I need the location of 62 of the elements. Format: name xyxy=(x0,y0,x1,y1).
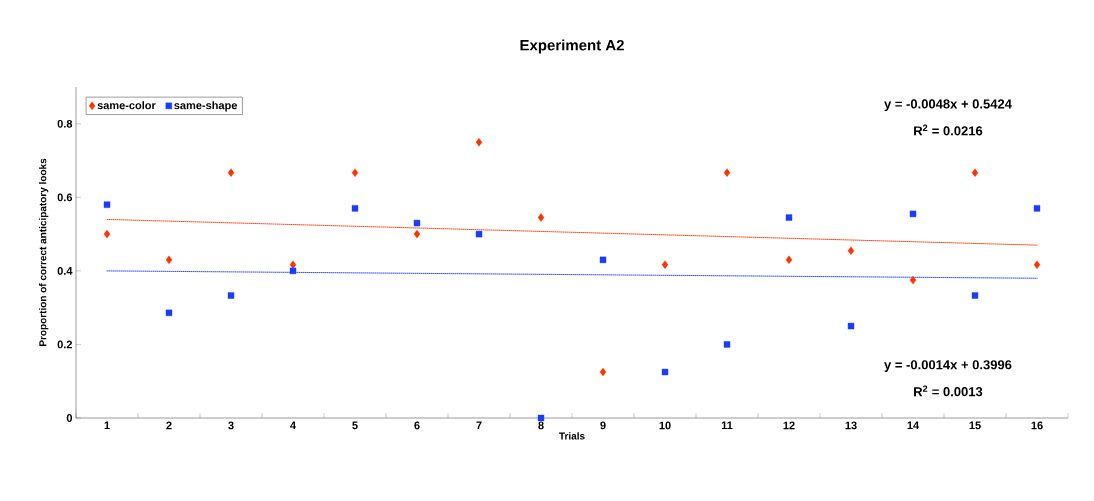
legend-label: same-color xyxy=(97,101,156,110)
annotation: R$^{2}$ = 0.0013 xyxy=(914,385,983,397)
point xyxy=(537,213,545,222)
point xyxy=(227,292,235,299)
point xyxy=(103,229,111,239)
point xyxy=(847,322,855,330)
x-tick-label: 15 xyxy=(969,421,981,430)
point xyxy=(909,210,917,218)
point xyxy=(475,137,483,147)
x-tick-label: 10 xyxy=(659,421,671,430)
y-tick-label: 0.8 xyxy=(57,119,73,128)
point xyxy=(103,201,111,208)
point xyxy=(475,230,483,238)
point xyxy=(413,229,421,239)
point xyxy=(785,214,793,221)
point xyxy=(599,367,607,377)
point xyxy=(599,256,607,264)
point xyxy=(165,309,173,317)
x-tick-label: 1 xyxy=(104,421,110,430)
point xyxy=(165,255,173,265)
y-tick-label: 0 xyxy=(66,414,73,422)
x-tick-label: 16 xyxy=(1031,421,1043,430)
x-tick-label: 5 xyxy=(352,421,358,430)
chart-title: Experiment A2 xyxy=(520,39,624,54)
annotation: y = -0.0014x + 0.3996 xyxy=(884,360,1012,372)
point xyxy=(351,168,359,177)
x-tick-label: 11 xyxy=(721,421,733,430)
y-tick-label: 0.2 xyxy=(57,340,73,349)
point xyxy=(971,292,979,299)
point xyxy=(785,255,793,265)
point xyxy=(971,168,979,177)
point xyxy=(289,267,297,275)
y-tick-label: 0.4 xyxy=(57,267,73,275)
point xyxy=(1033,260,1041,269)
point xyxy=(413,219,421,227)
legend-label: same-shape xyxy=(174,101,238,112)
x-tick-label: 3 xyxy=(228,421,234,430)
point xyxy=(351,205,359,212)
x-tick-label: 6 xyxy=(414,421,420,430)
x-tick-label: 13 xyxy=(845,421,857,430)
x-tick-label: 2 xyxy=(166,421,172,430)
y-tick-label: 0.6 xyxy=(57,193,73,202)
x-tick-label: 7 xyxy=(476,421,482,430)
annotation: R$^{2}$ = 0.0216 xyxy=(914,124,983,136)
y-axis-title: Proportion of correct anticipatory looks xyxy=(38,158,49,347)
point xyxy=(537,414,545,422)
point xyxy=(289,260,297,269)
annotation: y = -0.0048x + 0.5424 xyxy=(884,99,1012,112)
point xyxy=(847,246,855,255)
point xyxy=(723,341,731,348)
x-tick-label: 4 xyxy=(290,421,296,430)
point xyxy=(909,275,917,285)
x-tick-label: 12 xyxy=(783,421,795,430)
point xyxy=(1033,205,1041,212)
point xyxy=(723,168,731,177)
point xyxy=(661,260,669,269)
x-tick-label: 9 xyxy=(600,421,606,430)
point xyxy=(661,368,669,376)
x-tick-label: 14 xyxy=(907,421,920,430)
point xyxy=(227,168,235,177)
x-tick-label: 8 xyxy=(538,421,544,430)
x-axis-title: Trials xyxy=(559,432,585,440)
